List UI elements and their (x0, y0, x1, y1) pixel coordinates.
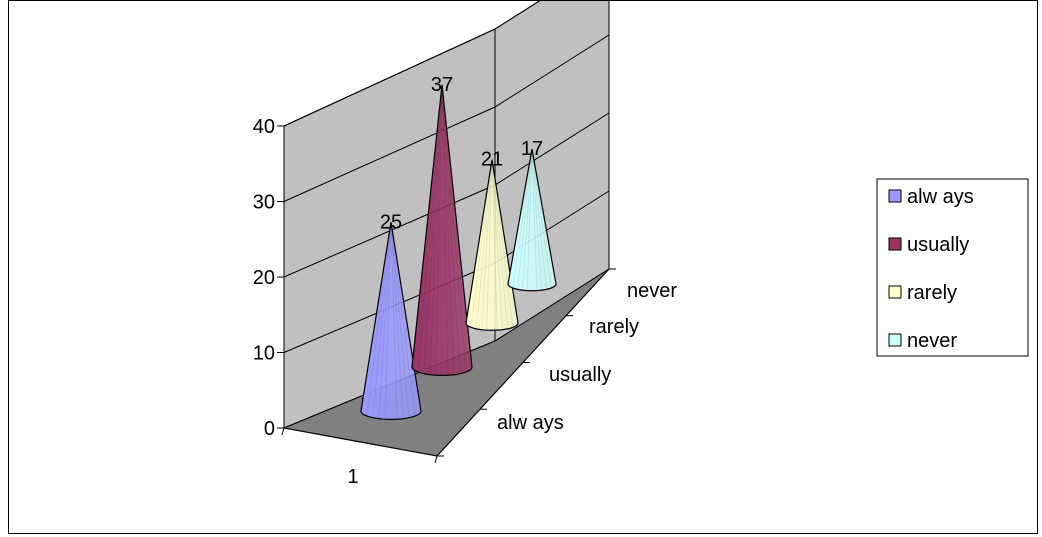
cone-facet (491, 159, 498, 331)
cone-facet (517, 149, 533, 290)
cone-facet (486, 159, 493, 331)
cone-facet (378, 222, 392, 419)
data-labels: 25 37 21 17 (380, 74, 543, 233)
cone-facet (441, 84, 455, 375)
cone-never (507, 149, 557, 292)
cone-facet (475, 159, 493, 329)
x-axis-line (283, 427, 438, 457)
legend-swatch (888, 285, 902, 299)
cone-facet (429, 84, 443, 375)
cone-facet (390, 222, 416, 417)
data-label: 17 (521, 138, 543, 160)
gridline (283, 1, 541, 127)
legend-swatch (888, 333, 902, 347)
legend-swatch (888, 189, 902, 203)
category-label: 1 (347, 466, 358, 488)
cone-facet (512, 149, 533, 289)
depth-axis-labels: alw ays usually rarely never (497, 280, 677, 434)
cone-facet (481, 159, 493, 330)
cone-facet (526, 149, 533, 291)
chart-frame: 0 10 20 30 40 alw ays usually rarely never 1 25… (8, 0, 1038, 534)
cone-facet (390, 222, 404, 419)
legend-swatch (888, 237, 902, 251)
cone-facet (470, 159, 493, 328)
cone-facet (491, 159, 509, 329)
data-label: 25 (380, 211, 402, 233)
legend-label: alw ays (907, 186, 974, 208)
cone-facet (435, 84, 443, 376)
cone-facet (531, 149, 547, 290)
chart-axes (277, 125, 616, 464)
cone-series (360, 84, 557, 420)
y-tick-label: 30 (253, 192, 275, 214)
data-label: 21 (481, 149, 503, 171)
legend: alw ays usually rarely never (876, 178, 1029, 357)
depth-label: never (627, 280, 677, 302)
y-tick-label: 40 (253, 116, 275, 138)
cone-always (360, 222, 422, 420)
cone-facet (441, 84, 467, 373)
depth-label: alw ays (497, 412, 564, 434)
cone-facet (417, 84, 443, 373)
cone-facet (531, 149, 538, 291)
y-tick-label: 20 (253, 267, 275, 289)
cone-facet (372, 222, 392, 418)
depth-label: usually (549, 364, 611, 386)
x-tick (434, 455, 438, 464)
x-tick (281, 427, 285, 436)
depth-label: rarely (589, 316, 639, 338)
y-tick-label: 0 (264, 418, 275, 440)
category-axis-labels: 1 (347, 466, 358, 488)
cone-rarely (465, 159, 519, 331)
cone-facet (491, 159, 503, 330)
cone-facet (423, 84, 443, 374)
legend-label: rarely (907, 282, 957, 304)
cone-facet (390, 222, 398, 420)
cone-facet (441, 84, 461, 374)
data-label: 37 (431, 74, 453, 96)
cone-facet (366, 222, 392, 417)
gridline (283, 34, 610, 202)
legend-label: never (907, 330, 957, 352)
cone-facet (384, 222, 392, 420)
legend-box (876, 178, 1029, 357)
y-tick-labels: 0 10 20 30 40 (253, 116, 275, 440)
legend-label: usually (907, 234, 969, 256)
cone-chart: 0 10 20 30 40 alw ays usually rarely never 1 25… (253, 1, 1029, 488)
cone-facet (531, 149, 552, 289)
cone-facet (531, 149, 543, 291)
y-tick-label: 10 (253, 343, 275, 365)
cone-facet (441, 84, 449, 376)
cone-facet (491, 159, 514, 328)
cone-usually (411, 84, 473, 376)
cone-facet (390, 222, 410, 418)
cone-facet (521, 149, 533, 291)
